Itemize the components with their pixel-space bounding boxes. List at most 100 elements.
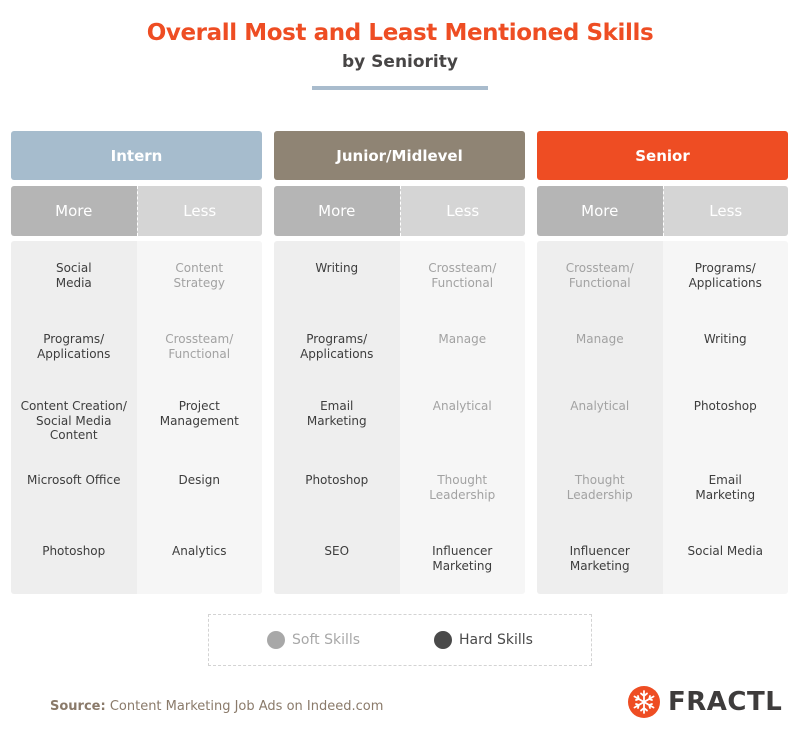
skill-item: Thought Leadership — [400, 453, 526, 524]
skill-label: Analytical — [570, 399, 630, 413]
column-header: Junior/Midlevel — [274, 131, 525, 180]
skill-label: Social Media — [55, 261, 92, 290]
page-title: Overall Most and Least Mentioned Skills — [146, 20, 654, 46]
skill-label: Photoshop — [42, 544, 106, 558]
less-subheader: Less — [136, 186, 262, 236]
skill-label: Influencer Marketing — [569, 544, 630, 573]
fractl-logo: FRACTL — [628, 686, 782, 718]
skill-item: Manage — [400, 312, 526, 383]
skill-label: Photoshop — [693, 399, 757, 413]
skill-item: Crossteam/ Functional — [137, 312, 263, 383]
less-skills-list: Crossteam/ Functional Manage Analytical Tho… — [399, 241, 526, 594]
fractl-snowflake-icon — [628, 686, 660, 718]
skill-item: Analytical — [400, 383, 526, 453]
skill-label: Manage — [575, 332, 624, 346]
skill-item: Crossteam/ Functional — [400, 241, 526, 312]
skill-label: Email Marketing — [695, 473, 756, 502]
less-subheader: Less — [662, 186, 788, 236]
skill-item: Thought Leadership — [537, 453, 663, 524]
skill-label: Crossteam/ Functional — [428, 261, 497, 290]
skill-label: Programs/ Applications — [688, 261, 762, 290]
skill-item: Programs/ Applications — [11, 312, 137, 383]
subheader-row: More Less — [537, 186, 788, 236]
skill-item: Analytical — [537, 383, 663, 453]
column-header: Intern — [11, 131, 262, 180]
skill-item: Programs/ Applications — [274, 312, 400, 383]
skill-label: Thought Leadership — [429, 473, 496, 502]
skill-label: Content Creation/ Social Media Content — [20, 399, 127, 442]
skill-item: Influencer Marketing — [400, 524, 526, 594]
hard-skill-dot-icon — [434, 631, 452, 649]
source-note: Source: Content Marketing Job Ads on Ind… — [50, 699, 383, 714]
skill-label: Manage — [438, 332, 487, 346]
more-skills-list: Writing Programs/ Applications Email Marke… — [274, 241, 400, 594]
source-text: Content Marketing Job Ads on Indeed.com — [109, 699, 384, 714]
skill-label: Analytical — [432, 399, 492, 413]
skill-label: Design — [178, 473, 220, 487]
skill-item: Influencer Marketing — [537, 524, 663, 594]
soft-skill-dot-icon — [267, 631, 285, 649]
legend-hard: Hard Skills — [434, 631, 533, 649]
legend-soft-label: Soft Skills — [292, 632, 361, 648]
skill-label: Content Strategy — [173, 261, 225, 290]
skill-item: Writing — [274, 241, 400, 312]
skills-block: Writing Programs/ Applications Email Marke… — [274, 241, 525, 594]
title-underline — [312, 86, 488, 90]
column-junior-midlevel: Junior/Midlevel More Less Writing Programs/ … — [274, 131, 525, 594]
skill-label: Analytics — [172, 544, 227, 558]
skill-item: Photoshop — [663, 383, 789, 453]
skill-label: Programs/ Applications — [37, 332, 111, 361]
skill-label: Crossteam/ Functional — [565, 261, 634, 290]
skill-item: Manage — [537, 312, 663, 383]
skill-label: Thought Leadership — [566, 473, 633, 502]
more-subheader: More — [274, 186, 400, 236]
skill-item: Photoshop — [274, 453, 400, 524]
subheader-row: More Less — [11, 186, 262, 236]
more-subheader: More — [537, 186, 663, 236]
skill-label: Writing — [703, 332, 747, 346]
legend: Soft Skills Hard Skills — [208, 614, 592, 666]
skill-item: Microsoft Office — [11, 453, 137, 524]
logo-text: FRACTL — [668, 687, 783, 717]
skill-item: Email Marketing — [663, 453, 789, 524]
skill-item: Programs/ Applications — [663, 241, 789, 312]
page-subtitle: by Seniority — [342, 52, 458, 72]
more-skills-list: Crossteam/ Functional Manage Analytical Tho… — [537, 241, 663, 594]
column-senior: Senior More Less Crossteam/ Functional Manag… — [537, 131, 788, 594]
skill-label: Microsoft Office — [27, 473, 121, 487]
skill-item: Content Creation/ Social Media Content — [11, 383, 137, 453]
column-intern: Intern More Less Social Media Programs/ Appl… — [11, 131, 262, 594]
skills-block: Crossteam/ Functional Manage Analytical Tho… — [537, 241, 788, 594]
less-skills-list: Content Strategy Crossteam/ Functional Pro… — [136, 241, 263, 594]
skill-item: SEO — [274, 524, 400, 594]
less-skills-list: Programs/ Applications Writing Photoshop Em… — [662, 241, 789, 594]
skill-item: Design — [137, 453, 263, 524]
legend-soft: Soft Skills — [267, 631, 360, 649]
skill-label: Writing — [315, 261, 359, 275]
column-header: Senior — [537, 131, 788, 180]
skill-label: Crossteam/ Functional — [165, 332, 234, 361]
skill-label: Email Marketing — [306, 399, 367, 428]
more-skills-list: Social Media Programs/ Applications Conten… — [11, 241, 137, 594]
skill-item: Writing — [663, 312, 789, 383]
skill-item: Crossteam/ Functional — [537, 241, 663, 312]
skill-label: Social Media — [687, 544, 763, 558]
skill-label: Photoshop — [305, 473, 369, 487]
skill-item: Social Media — [11, 241, 137, 312]
skill-item: Analytics — [137, 524, 263, 594]
skills-block: Social Media Programs/ Applications Conten… — [11, 241, 262, 594]
legend-hard-label: Hard Skills — [459, 632, 533, 648]
skill-label: Project Management — [159, 399, 239, 428]
skill-item: Project Management — [137, 383, 263, 453]
more-subheader: More — [11, 186, 137, 236]
skill-item: Photoshop — [11, 524, 137, 594]
skill-item: Email Marketing — [274, 383, 400, 453]
source-label: Source: — [50, 699, 106, 714]
skill-label: Programs/ Applications — [300, 332, 374, 361]
skill-label: Influencer Marketing — [432, 544, 493, 573]
skill-label: SEO — [324, 544, 350, 558]
skill-item: Content Strategy — [137, 241, 263, 312]
subheader-row: More Less — [274, 186, 525, 236]
skill-item: Social Media — [663, 524, 789, 594]
less-subheader: Less — [399, 186, 525, 236]
